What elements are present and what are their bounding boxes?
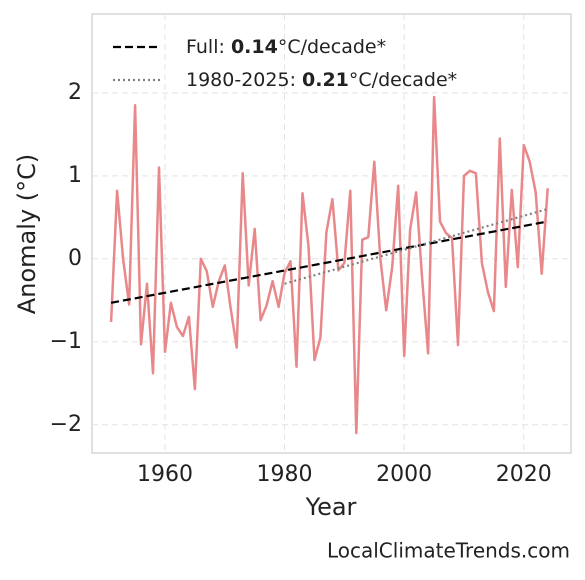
legend-label: Full: 0.14°C/decade* [186,36,386,58]
series-line [109,95,549,435]
x-tick-label: 1980 [257,462,313,487]
footer: LocalClimateTrends.com [327,539,570,563]
y-tick-label: 2 [68,80,82,105]
plot-frame [91,13,572,454]
y-axis-label: Anomaly (°C) [13,154,41,314]
x-tick-label: 2020 [496,462,552,487]
x-axis-label: Year [305,493,357,521]
x-tick-label: 2000 [376,462,432,487]
legend-label: 1980-2025: 0.21°C/decade* [186,69,457,91]
y-tick-label: −2 [50,412,82,437]
series-line [284,207,549,285]
series-line [110,220,548,304]
y-tick-label: 1 [68,163,82,188]
y-tick-label: −1 [50,329,82,354]
x-tick-label: 1960 [137,462,193,487]
y-tick-label: 0 [68,246,82,271]
